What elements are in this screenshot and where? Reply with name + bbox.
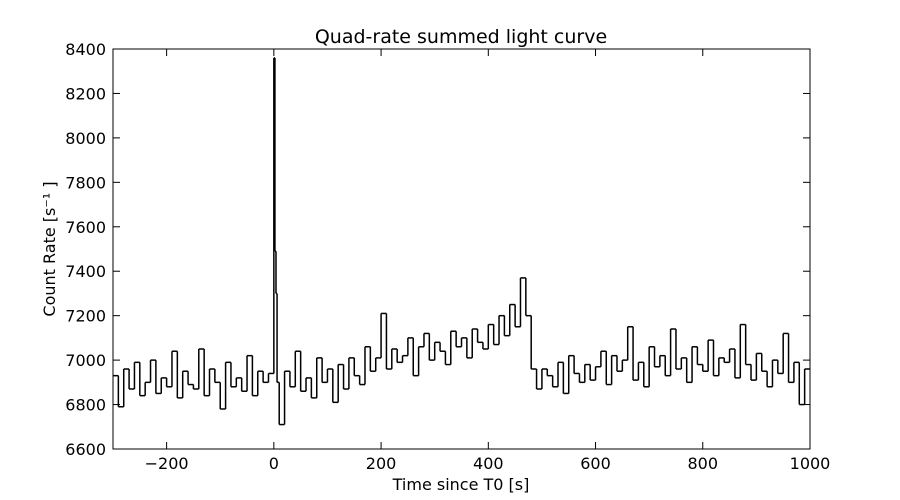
y-tick-label: 8400 xyxy=(65,40,106,59)
y-tick-label: 7200 xyxy=(65,307,106,326)
x-tick-label: 600 xyxy=(580,454,611,473)
y-tick-label: 8200 xyxy=(65,84,106,103)
x-tick-label: −200 xyxy=(145,454,189,473)
chart-title: Quad-rate summed light curve xyxy=(315,26,607,48)
y-tick-label: 8000 xyxy=(65,129,106,148)
x-tick-label: 200 xyxy=(366,454,397,473)
y-axis-label: Count Rate [s⁻¹ ] xyxy=(40,181,59,316)
x-tick-label: 1000 xyxy=(790,454,831,473)
y-tick-label: 7400 xyxy=(65,262,106,281)
y-tick-label: 6800 xyxy=(65,396,106,415)
x-tick-label: 0 xyxy=(269,454,279,473)
y-tick-label: 7000 xyxy=(65,351,106,370)
x-axis-label: Time since T0 [s] xyxy=(392,475,530,494)
plot-frame xyxy=(112,48,811,450)
y-tick-label: 7600 xyxy=(65,218,106,237)
x-tick-label: 800 xyxy=(687,454,718,473)
y-tick-label: 7800 xyxy=(65,173,106,192)
x-tick-label: 400 xyxy=(473,454,504,473)
step-connectors xyxy=(117,57,806,425)
y-tick-label: 6600 xyxy=(65,440,106,459)
